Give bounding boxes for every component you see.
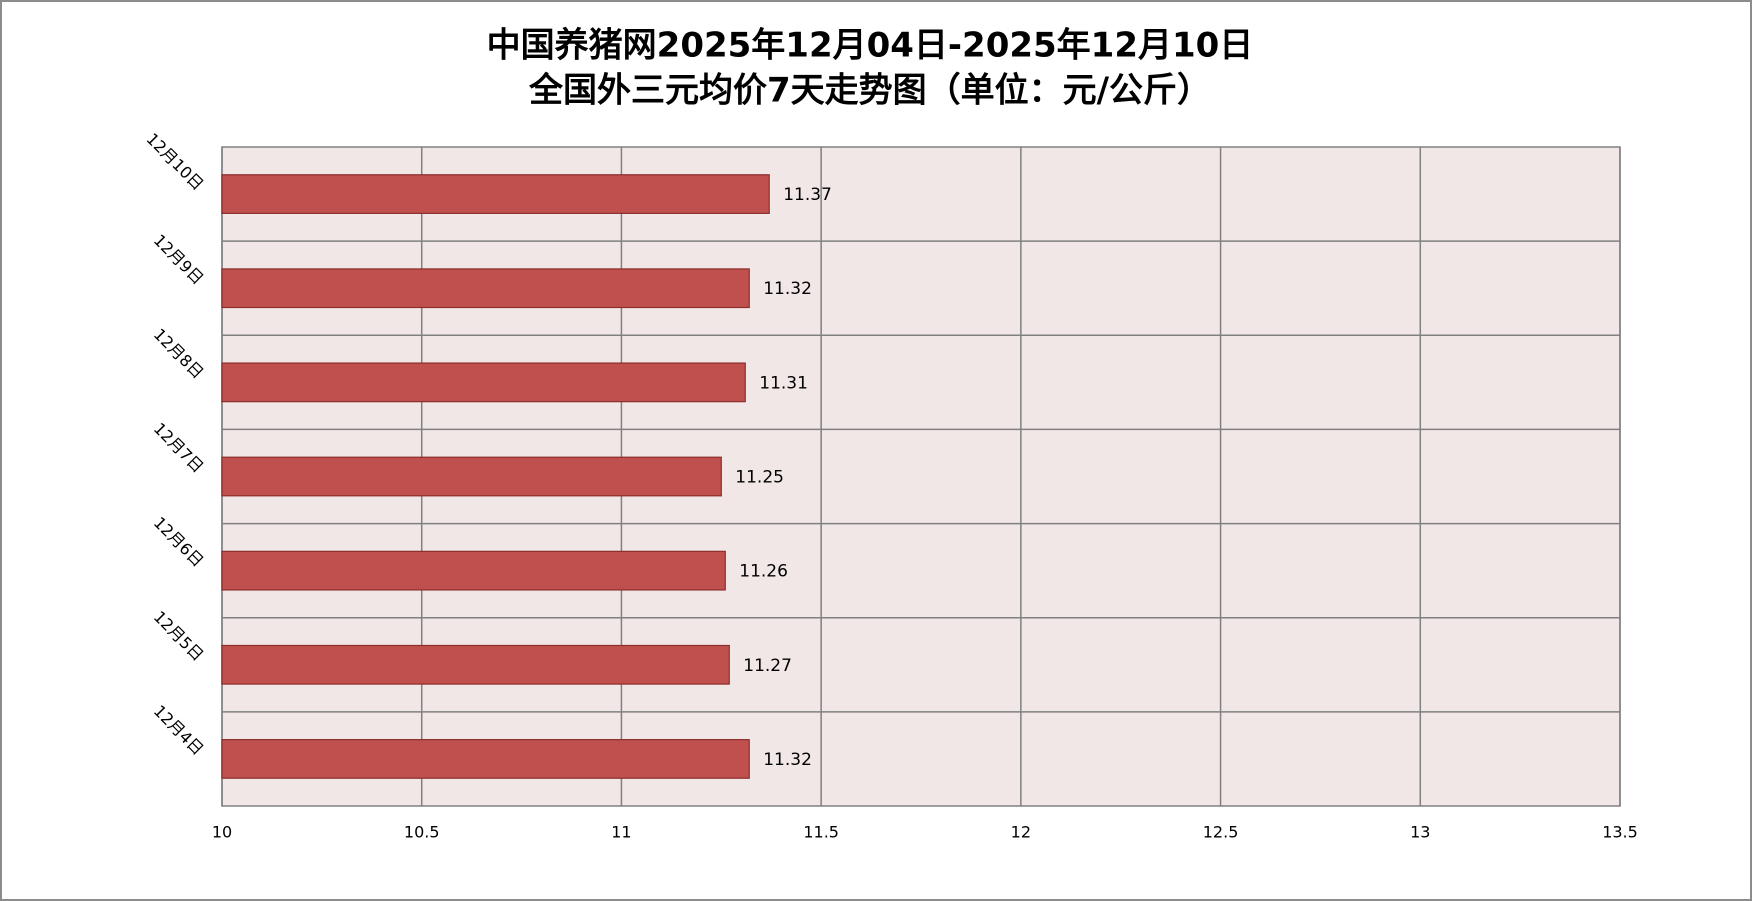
chart-title: 中国养猪网2025年12月04日-2025年12月10日 (487, 26, 1254, 66)
bar (221, 456, 722, 497)
bar (221, 268, 750, 309)
bar (221, 739, 750, 779)
data-label: 11.25 (735, 468, 784, 488)
x-tick-label: 12 (1011, 823, 1031, 842)
bar (221, 174, 770, 214)
x-tick-label: 13 (1410, 823, 1430, 842)
x-tick-label: 11.5 (803, 823, 839, 842)
data-label: 11.31 (759, 373, 808, 393)
data-label: 11.37 (783, 185, 832, 205)
bar (221, 644, 730, 685)
data-label: 11.32 (763, 279, 812, 299)
data-label: 11.27 (743, 656, 792, 676)
bar (221, 362, 746, 403)
bar (221, 550, 726, 591)
x-tick-label: 10 (212, 823, 232, 842)
x-tick-label: 11 (611, 823, 631, 842)
data-label: 11.26 (739, 562, 788, 582)
x-tick-label: 12.5 (1203, 823, 1239, 842)
x-tick-label: 13.5 (1602, 823, 1638, 842)
x-tick-label: 10.5 (404, 823, 440, 842)
data-label: 11.32 (763, 750, 812, 770)
chart-title: 全国外三元均价7天走势图（单位：元/公斤） (528, 71, 1211, 111)
